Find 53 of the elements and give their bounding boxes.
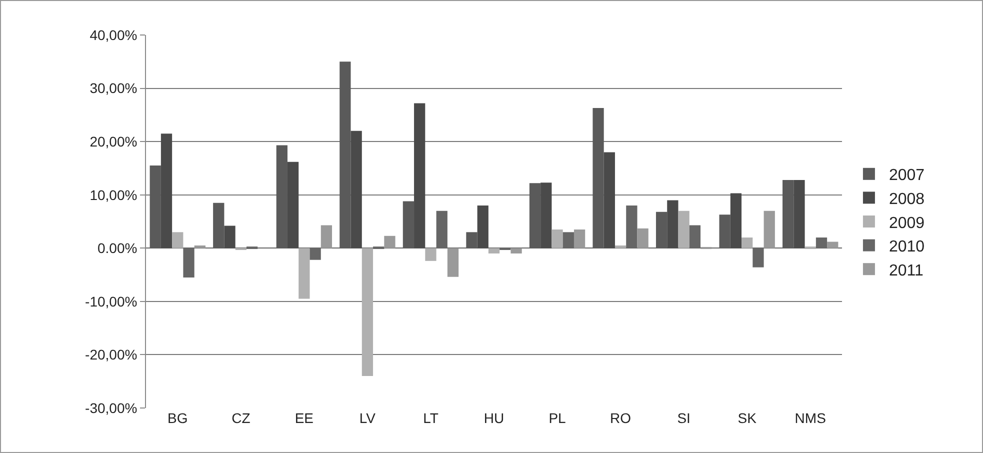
bar: [540, 182, 552, 248]
x-tick-label: LV: [359, 410, 376, 426]
bar: [224, 226, 236, 248]
bar: [604, 152, 615, 248]
bar: [477, 206, 488, 248]
y-tick-label: -30,00%: [85, 400, 138, 416]
bar: [160, 134, 172, 248]
bar: [794, 180, 805, 248]
x-tick-label: EE: [294, 410, 314, 426]
x-tick-label: HU: [484, 410, 504, 426]
x-tick-label: NMS: [794, 410, 826, 426]
y-tick-label: 40,00%: [90, 26, 138, 43]
x-tick-label: SK: [738, 410, 758, 426]
y-tick-label: -10,00%: [85, 293, 138, 310]
bar: [574, 229, 586, 248]
bar: [287, 162, 299, 248]
bar: [827, 242, 838, 248]
bar: [667, 200, 678, 248]
bar: [637, 228, 648, 248]
x-tick-label: PL: [548, 410, 566, 426]
bar: [742, 237, 753, 248]
x-tick-label: RO: [610, 410, 632, 426]
bar: [488, 248, 500, 254]
x-tick-label: BG: [168, 410, 188, 426]
y-tick-label: -20,00%: [85, 346, 138, 363]
bar: [350, 130, 362, 248]
y-tick-label: 20,00%: [90, 133, 138, 150]
x-tick-label: CZ: [232, 410, 251, 426]
y-tick-label: 30,00%: [90, 80, 138, 96]
bar: [764, 210, 775, 248]
bar: [730, 193, 742, 248]
bar: [298, 248, 310, 299]
bar: [552, 229, 563, 248]
bar: [320, 225, 332, 248]
bar: [425, 248, 436, 261]
x-tick-label: LT: [423, 410, 439, 426]
bar: [510, 248, 522, 254]
bar: [362, 248, 374, 376]
bar: [172, 232, 184, 248]
legend-label: 2009: [888, 214, 925, 232]
bar: [384, 236, 396, 248]
bar: [614, 245, 626, 248]
y-tick-label: 10,00%: [90, 186, 138, 203]
y-tick-label: 0.00%: [97, 240, 138, 256]
bar: [194, 245, 206, 248]
bar: [447, 248, 459, 277]
bar: [678, 210, 690, 248]
bar: [414, 103, 426, 248]
x-tick-label: SI: [677, 410, 690, 426]
legend-label: 2008: [888, 190, 925, 208]
legend-label: 2007: [888, 167, 925, 184]
legend-label: 2010: [888, 238, 925, 256]
legend-label: 2011: [888, 262, 924, 280]
